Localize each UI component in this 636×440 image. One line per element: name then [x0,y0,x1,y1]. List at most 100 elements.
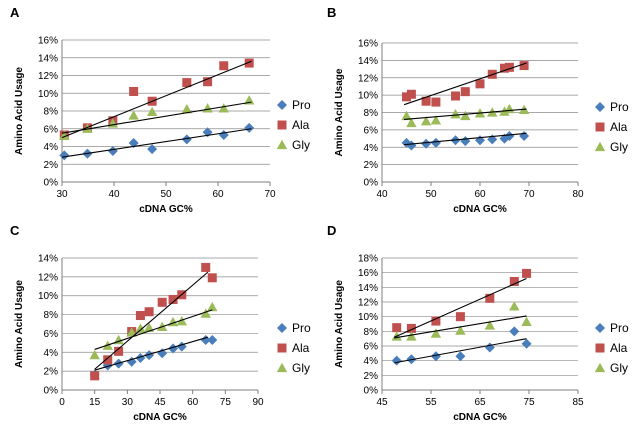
data-point-gly [59,130,70,141]
x-tick-label: 75 [523,397,535,408]
data-point-pro [147,144,158,155]
x-tick-label: 70 [264,189,276,200]
legend-marker-pro [277,323,287,333]
data-point-gly [455,325,466,335]
panel-label: B [327,5,336,20]
panel-b: B 0% 2% 4% 6% 8% 10% 12% 14% 16% 40 50 60 70 80 cDNA GC… [327,5,629,215]
trendline-ala [94,271,209,370]
x-tick-label: 70 [523,189,535,200]
legend-marker-ala [595,343,605,353]
y-tick-label: 16% [358,39,378,50]
trendline-ala [394,278,527,338]
y-axis-title: Amino Acid Usage [334,280,345,368]
y-tick-label: 18% [358,254,378,265]
x-axis-title: cDNA GC% [453,412,507,423]
legend-marker-pro [595,323,605,333]
data-point-ala [402,92,411,102]
data-point-gly [126,327,137,337]
x-tick-label: 40 [376,189,388,200]
data-point-ala [485,293,495,303]
panel-a: A 0% 2% 4% 6% 8% 10% 12% 14% 16% 30 40 50 60 70 cDNA GC… [10,5,311,215]
data-point-pro [200,335,211,346]
x-tick-label: 45 [154,397,166,408]
y-tick-label: 2% [364,160,379,171]
x-tick-label: 30 [122,397,134,408]
trendline-ala [403,62,527,106]
legend-label-ala: Ala [292,341,310,355]
x-tick-label: 0 [59,397,65,408]
legend-marker-gly [276,362,288,373]
legend-label-pro: Pro [292,98,311,112]
panel-label: D [327,223,336,238]
trendline-pro [61,128,252,158]
panel-label: A [10,5,20,20]
data-point-gly [406,331,417,341]
y-tick-label: 4% [364,143,379,154]
data-point-pro [59,150,70,161]
panel-c: C 0% 2% 4% 6% 8% 10% 12% 14% 0 15 30 45 60 75 90 cDNA GC… [10,223,311,423]
y-tick-label: 10% [358,312,378,323]
x-tick-label: 65 [474,397,486,408]
data-point-ala [201,262,211,272]
data-point-ala [460,87,470,97]
x-tick-label: 50 [160,189,172,200]
trendline-pro [403,132,527,146]
data-point-pro [218,129,229,140]
legend-label-pro: Pro [292,321,311,335]
y-tick-label: 8% [44,107,59,118]
legend-marker-ala [277,343,287,353]
data-point-gly [401,110,412,121]
data-point-ala [129,86,139,96]
legend-label-ala: Ala [610,341,628,355]
data-point-ala [203,77,213,87]
panel-d: D 0% 2% 4% 6% 8% 10% 12% 14% 16% 18% 45 55 65 75 85 cDNA… [327,223,629,423]
data-point-ala [504,62,514,72]
legend-label-ala: Ala [610,120,628,134]
data-point-ala [219,61,229,71]
y-axis-title: Amino Acid Usage [334,68,345,156]
x-tick-label: 80 [572,189,584,200]
data-point-pro [168,343,179,354]
data-point-ala [182,78,192,88]
y-tick-label: 2% [44,160,59,171]
y-tick-label: 12% [358,73,378,84]
data-point-ala [406,89,416,99]
legend-marker-pro [595,102,605,112]
data-point-pro [391,355,402,366]
x-tick-label: 30 [56,189,68,200]
legend-marker-gly [594,141,606,152]
legend-label-gly: Gly [292,361,310,375]
panel-label: C [10,223,20,238]
x-tick-label: 50 [425,189,437,200]
data-point-ala [475,79,485,89]
legend-marker-pro [277,100,287,110]
y-tick-label: 2% [44,367,59,378]
data-point-ala [157,297,167,307]
data-point-gly [82,123,93,133]
y-tick-label: 16% [358,268,378,279]
y-tick-label: 4% [44,142,59,153]
y-tick-label: 10% [38,291,58,302]
data-point-ala [207,273,217,283]
data-point-gly [406,117,417,128]
data-point-gly [128,110,139,120]
data-point-pro [430,137,441,148]
data-point-pro [181,134,192,145]
x-axis-title: cDNA GC% [453,204,507,215]
data-point-gly [135,323,146,333]
data-point-gly [509,301,520,311]
trendline-gly [94,309,213,350]
legend-marker-gly [594,362,606,373]
y-tick-label: 0% [44,386,59,397]
data-point-gly [420,115,432,126]
data-point-gly [430,328,442,338]
legend-label-pro: Pro [610,100,629,114]
data-point-ala [144,307,154,317]
x-tick-label: 40 [108,189,120,200]
legend-label-gly: Gly [610,361,628,375]
y-tick-label: 14% [358,56,378,67]
y-tick-label: 8% [364,327,379,338]
y-tick-label: 4% [364,356,379,367]
data-point-ala [421,96,431,106]
